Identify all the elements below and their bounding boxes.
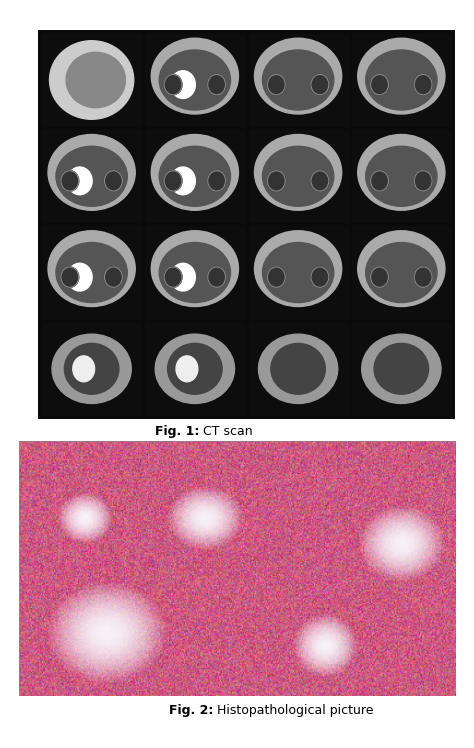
Ellipse shape: [67, 167, 92, 194]
Ellipse shape: [311, 75, 329, 95]
Ellipse shape: [208, 267, 226, 287]
Ellipse shape: [159, 50, 230, 110]
Ellipse shape: [267, 171, 285, 191]
Ellipse shape: [56, 147, 128, 206]
Bar: [352, 322, 451, 415]
Ellipse shape: [362, 334, 441, 403]
Bar: [248, 227, 347, 319]
Bar: [352, 34, 451, 126]
Ellipse shape: [171, 167, 195, 194]
Ellipse shape: [49, 40, 134, 119]
Ellipse shape: [171, 263, 195, 291]
Ellipse shape: [365, 147, 437, 206]
Ellipse shape: [164, 75, 182, 95]
Ellipse shape: [176, 356, 198, 381]
Ellipse shape: [374, 343, 428, 394]
Ellipse shape: [61, 267, 79, 287]
Ellipse shape: [151, 231, 238, 307]
Ellipse shape: [414, 75, 432, 95]
Bar: [146, 34, 245, 126]
Ellipse shape: [271, 343, 325, 394]
Ellipse shape: [48, 231, 135, 307]
Ellipse shape: [371, 267, 389, 287]
Ellipse shape: [267, 267, 285, 287]
Ellipse shape: [151, 135, 238, 210]
Ellipse shape: [164, 267, 182, 287]
Ellipse shape: [414, 267, 432, 287]
Bar: [42, 322, 141, 415]
Text: Histopathological picture: Histopathological picture: [213, 704, 374, 717]
Ellipse shape: [358, 38, 445, 114]
Text: Fig. 1:: Fig. 1:: [155, 426, 199, 438]
Ellipse shape: [73, 356, 95, 381]
Ellipse shape: [365, 242, 437, 302]
Ellipse shape: [371, 171, 389, 191]
Ellipse shape: [263, 147, 334, 206]
Bar: [248, 322, 347, 415]
Ellipse shape: [159, 242, 230, 302]
Bar: [146, 227, 245, 319]
Ellipse shape: [311, 171, 329, 191]
Bar: [352, 130, 451, 222]
Ellipse shape: [358, 231, 445, 307]
Bar: [146, 130, 245, 222]
Ellipse shape: [255, 135, 342, 210]
Bar: [42, 130, 141, 222]
Bar: [352, 227, 451, 319]
Ellipse shape: [104, 267, 122, 287]
Ellipse shape: [67, 263, 92, 291]
Ellipse shape: [365, 50, 437, 110]
Ellipse shape: [255, 38, 342, 114]
Ellipse shape: [311, 267, 329, 287]
Ellipse shape: [48, 135, 135, 210]
Text: Fig. 2:: Fig. 2:: [169, 704, 213, 717]
Ellipse shape: [56, 242, 128, 302]
Ellipse shape: [414, 171, 432, 191]
Ellipse shape: [52, 334, 131, 403]
Ellipse shape: [164, 171, 182, 191]
Ellipse shape: [208, 75, 226, 95]
Ellipse shape: [64, 343, 119, 394]
Ellipse shape: [155, 334, 235, 403]
Bar: [248, 130, 347, 222]
Ellipse shape: [61, 171, 79, 191]
Ellipse shape: [258, 334, 337, 403]
Ellipse shape: [168, 343, 222, 394]
Ellipse shape: [267, 75, 285, 95]
Ellipse shape: [255, 231, 342, 307]
Ellipse shape: [371, 75, 389, 95]
Ellipse shape: [66, 52, 126, 108]
Ellipse shape: [171, 71, 195, 99]
Ellipse shape: [358, 135, 445, 210]
Ellipse shape: [263, 242, 334, 302]
Bar: [42, 34, 141, 126]
Ellipse shape: [208, 171, 226, 191]
Bar: [146, 322, 245, 415]
Ellipse shape: [263, 50, 334, 110]
Ellipse shape: [159, 147, 230, 206]
Ellipse shape: [151, 38, 238, 114]
Ellipse shape: [104, 171, 122, 191]
Text: CT scan: CT scan: [199, 426, 253, 438]
Bar: [248, 34, 347, 126]
Bar: [42, 227, 141, 319]
